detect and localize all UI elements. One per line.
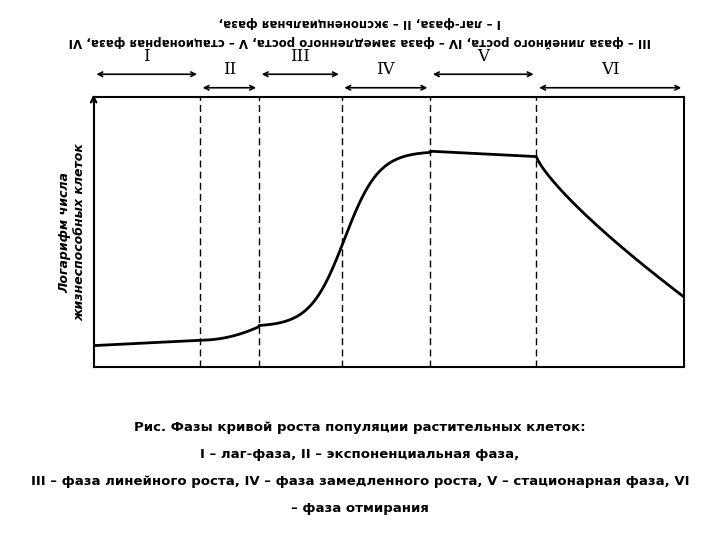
Text: III – фаза линейного роста, IV – фаза замедленного роста, V – стационарная фаза,: III – фаза линейного роста, IV – фаза за… xyxy=(69,35,651,48)
Text: IV: IV xyxy=(377,62,395,78)
Text: I: I xyxy=(143,48,150,65)
Text: III – фаза линейного роста, IV – фаза замедленного роста, V – стационарная фаза,: III – фаза линейного роста, IV – фаза за… xyxy=(31,475,689,488)
Text: II: II xyxy=(222,62,236,78)
Text: VI: VI xyxy=(601,62,619,78)
Y-axis label: Логарифм числа
жизнеспособных клеток: Логарифм числа жизнеспособных клеток xyxy=(58,143,86,321)
Text: – фаза отмирания: – фаза отмирания xyxy=(291,502,429,515)
Text: I – лаг-фаза, II – экспоненциальная фаза,: I – лаг-фаза, II – экспоненциальная фаза… xyxy=(219,16,501,29)
Text: III: III xyxy=(290,48,310,65)
Text: I – лаг-фаза, II – экспоненциальная фаза,: I – лаг-фаза, II – экспоненциальная фаза… xyxy=(200,448,520,461)
Text: Рис. Фазы кривой роста популяции растительных клеток:: Рис. Фазы кривой роста популяции растите… xyxy=(134,421,586,434)
Text: V: V xyxy=(477,48,490,65)
